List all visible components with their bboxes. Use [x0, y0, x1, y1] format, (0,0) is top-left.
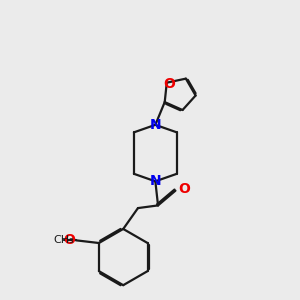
- Text: N: N: [149, 174, 161, 188]
- Text: N: N: [149, 118, 161, 132]
- Text: O: O: [178, 182, 190, 196]
- Text: O: O: [63, 233, 75, 247]
- Text: CH₃: CH₃: [54, 235, 74, 245]
- Text: O: O: [163, 77, 175, 91]
